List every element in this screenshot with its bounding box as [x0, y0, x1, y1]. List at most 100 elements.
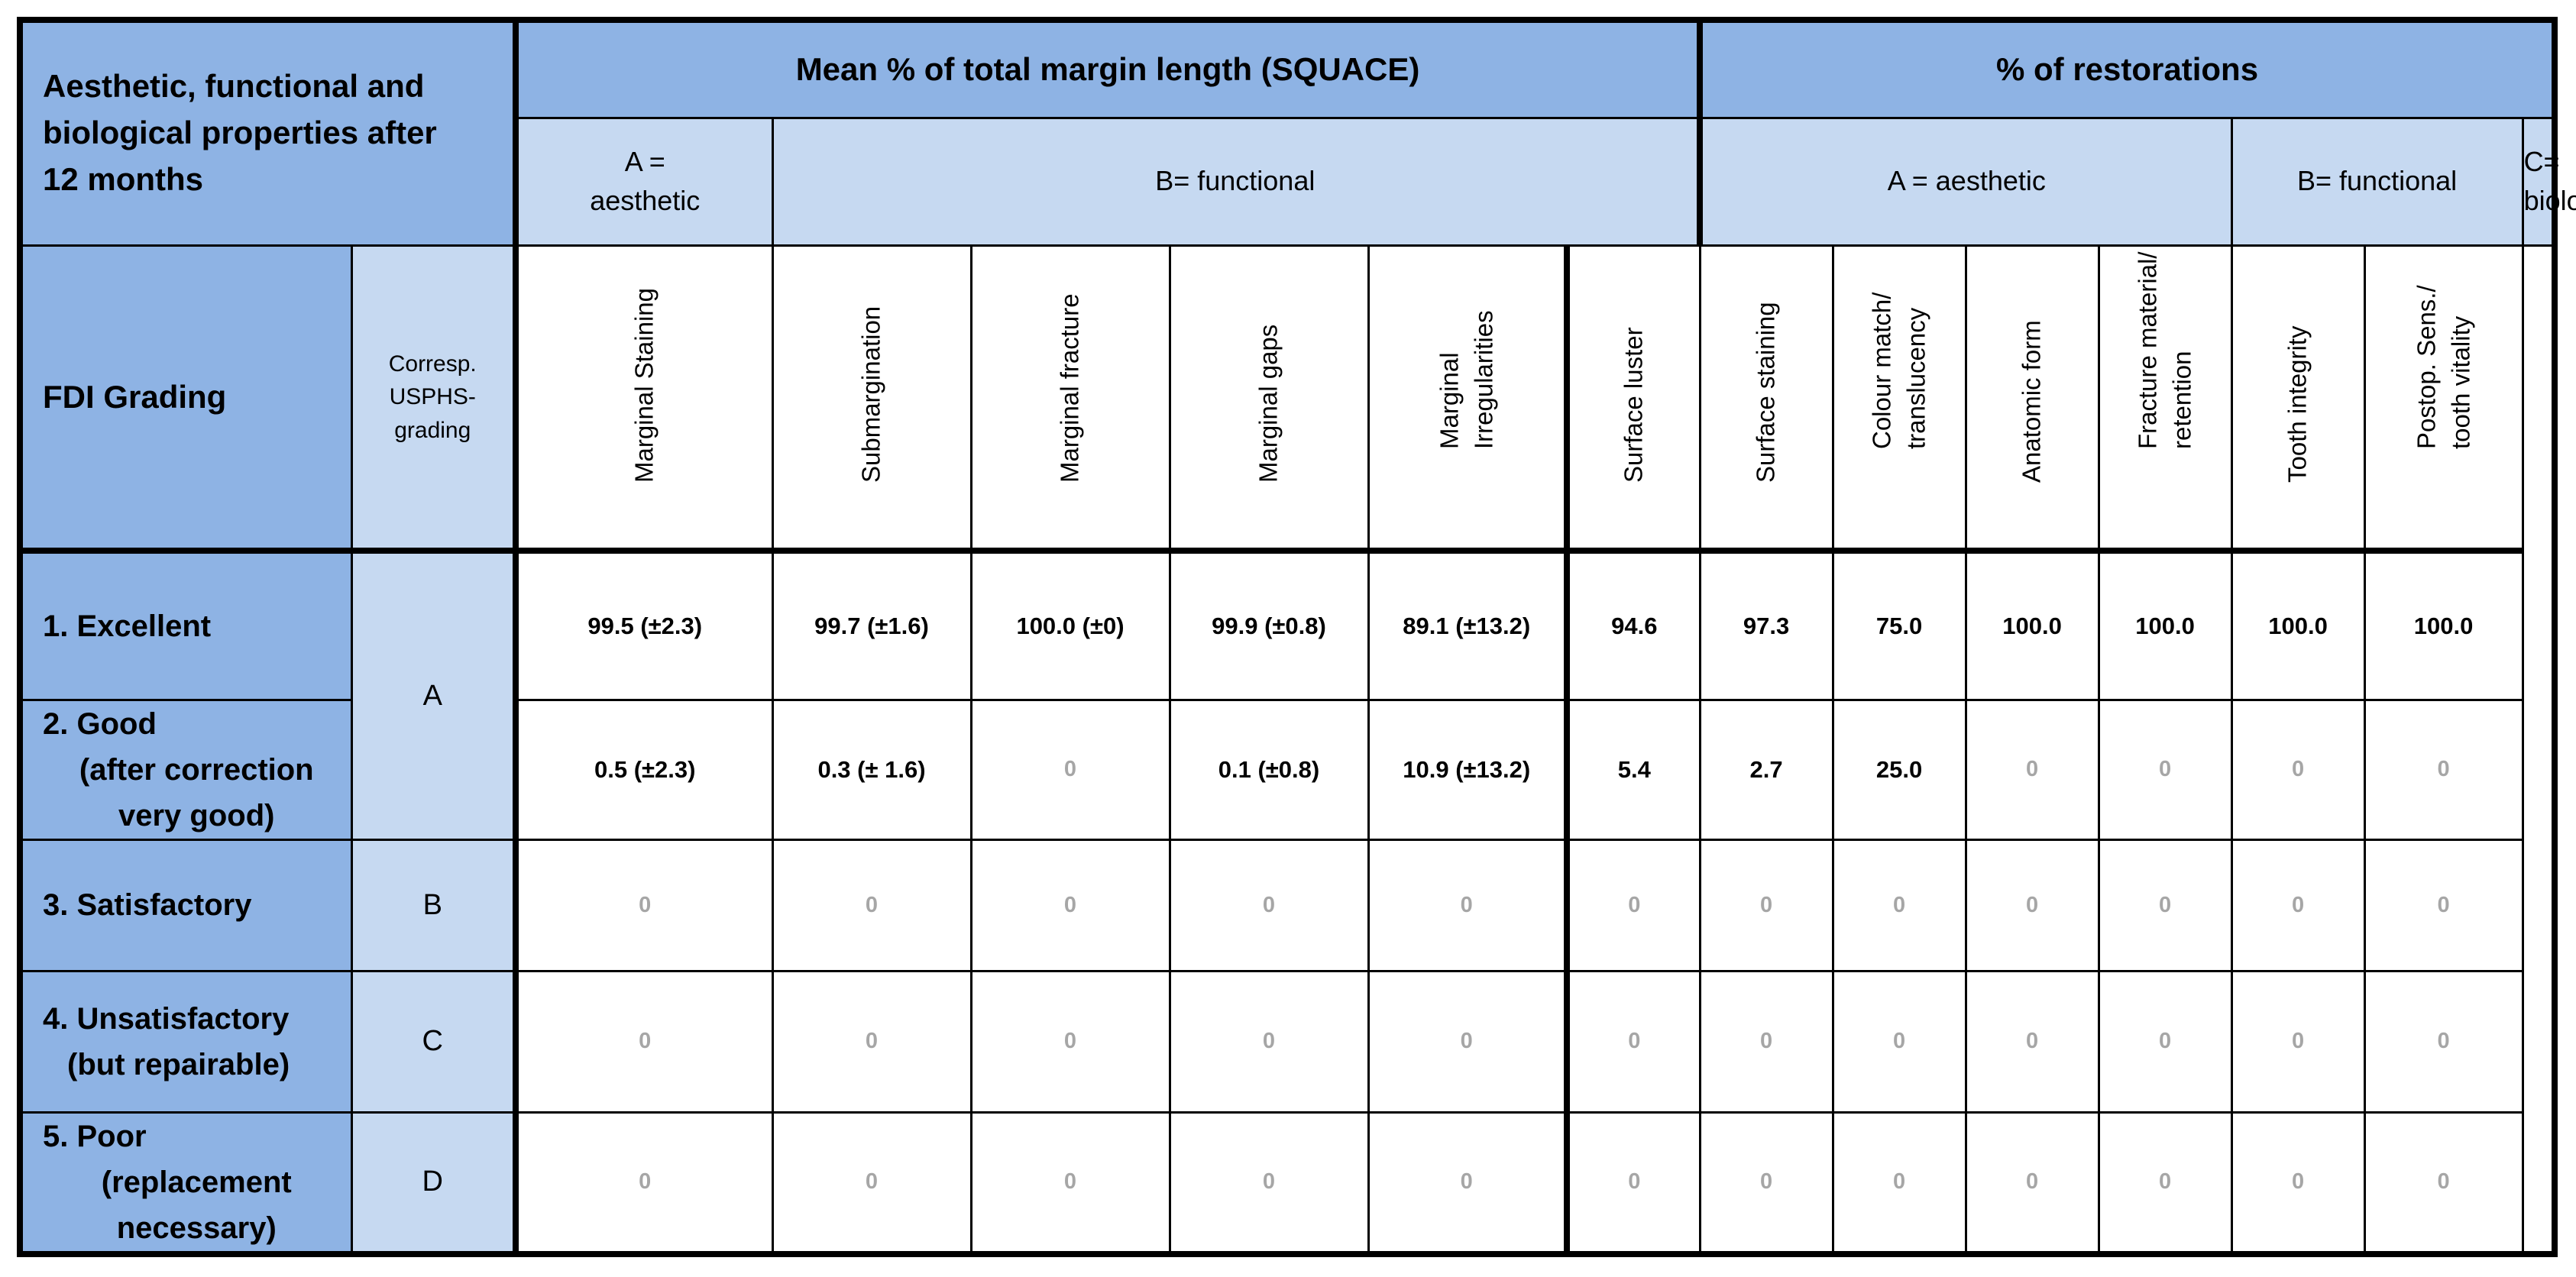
column-header-text: Marginal fracture [1055, 293, 1084, 483]
table-cell: 0 [969, 1111, 1171, 1255]
column-header-text: translucency [1901, 307, 1930, 449]
table-title-cell: Aesthetic, functional and biological pro… [18, 18, 517, 247]
usphs-header-line-2: USPHS- [389, 384, 476, 409]
table-cell: 100.0 [2363, 548, 2524, 701]
table-cell: 2.7 [1698, 698, 1834, 841]
column-header-text: Surface staining [1751, 302, 1780, 483]
table-cell: 0 [1964, 838, 2100, 972]
grade-label-line: very good) [118, 798, 275, 832]
usphs-header-line-1: Corresp. [388, 351, 477, 377]
grade-label-line: 5. Poor [43, 1119, 147, 1153]
column-header-marginal-irregularities: Marginal Irregularities [1367, 244, 1568, 552]
column-header-text: Surface luster [1620, 327, 1649, 483]
table-cell: 0 [2363, 969, 2524, 1114]
grade-label-line: necessary) [116, 1211, 277, 1245]
grade-poor-label: 5. Poor (replacement necessary) [18, 1111, 353, 1255]
column-header-marginal-fracture: Marginal fracture [969, 244, 1171, 552]
table-cell: 0 [1698, 838, 1834, 972]
column-header-text: Marginal Staining [629, 288, 659, 483]
table-cell: 99.9 (±0.8) [1168, 548, 1370, 701]
subheader-a-aesthetic-restorations: A = aesthetic [1697, 116, 2233, 247]
column-header-marginal-gaps: Marginal gaps [1168, 244, 1370, 552]
table-cell: 0 [1367, 969, 1568, 1114]
subheader-c-biological: C= biological [2521, 116, 2576, 247]
table-cell: 0 [1168, 969, 1370, 1114]
column-header-colour-match: Colour match/translucency [1831, 244, 1967, 552]
table-cell: 0 [2363, 838, 2524, 972]
table-cell: 0 [1831, 838, 1967, 972]
table-cell: 100.0 [1964, 548, 2100, 701]
table-cell: 0 [771, 838, 972, 972]
grade-excellent-label: 1. Excellent [18, 548, 353, 701]
grade-label-line: 4. Unsatisfactory [43, 1001, 290, 1036]
table-cell: 0 [2230, 969, 2366, 1114]
usphs-grade-c: C [350, 969, 517, 1114]
table-cell: 0 [969, 969, 1171, 1114]
table-cell: 0 [771, 1111, 972, 1255]
column-header-text: Tooth integrity [2283, 326, 2312, 483]
column-header-text: tooth vitality [2445, 315, 2474, 449]
column-header-fracture-material: Fracture material/retention [2097, 244, 2233, 552]
group-header-restorations: % of restorations [1697, 18, 2556, 119]
table-cell: 25.0 [1831, 698, 1967, 841]
column-header-tooth-integrity: Tooth integrity [2230, 244, 2366, 552]
subheader-a-aesthetic-squace: A = aesthetic [513, 116, 774, 247]
table-cell: 0 [2097, 838, 2233, 972]
column-header-surface-staining: Surface staining [1698, 244, 1834, 552]
table-cell: 0 [1698, 1111, 1834, 1255]
column-header-text: Submargination [856, 306, 885, 483]
table-cell: 0.5 (±2.3) [513, 698, 774, 841]
table-cell: 0 [1168, 838, 1370, 972]
grade-label-line: (replacement [101, 1165, 292, 1199]
table-cell: 0 [1964, 1111, 2100, 1255]
table-cell: 0 [1831, 969, 1967, 1114]
table-cell: 0 [1563, 838, 1701, 972]
grade-label-line: (but repairable) [67, 1047, 290, 1081]
table-cell: 0 [1367, 838, 1568, 972]
usphs-grade-a: A [350, 548, 517, 841]
grade-label-line: 2. Good [43, 706, 157, 741]
table-cell: 0 [2097, 698, 2233, 841]
grade-satisfactory-label: 3. Satisfactory [18, 838, 353, 972]
table-row: 3. Satisfactory B 0 0 0 0 0 0 0 0 0 0 0 … [18, 838, 2555, 972]
table-cell: 99.5 (±2.3) [513, 548, 774, 701]
table-cell: 94.6 [1563, 548, 1701, 701]
column-header-surface-luster: Surface luster [1563, 244, 1701, 552]
subheader-c-line-2: biological [2523, 184, 2576, 216]
subheader-a-line-2: aesthetic [590, 184, 701, 216]
table-cell: 0 [2230, 1111, 2366, 1255]
table-cell: 100.0 [2230, 548, 2366, 701]
table-cell: 0 [2363, 1111, 2524, 1255]
grade-label-line: 3. Satisfactory [43, 888, 252, 922]
table-cell: 100.0 [2097, 548, 2233, 701]
column-header-marginal-staining: Marginal Staining [513, 244, 774, 552]
table-cell: 0 [1168, 1111, 1370, 1255]
table-title-line-3: 12 months [43, 161, 204, 198]
table-cell: 0.1 (±0.8) [1168, 698, 1370, 841]
table-cell: 0 [1563, 969, 1701, 1114]
column-header-submargination: Submargination [771, 244, 972, 552]
column-header-text: Fracture material/ [2133, 251, 2162, 449]
fdi-grading-header: FDI Grading [18, 244, 353, 552]
table-cell: 0 [1367, 1111, 1568, 1255]
table-cell: 100.0 (±0) [969, 548, 1171, 701]
usphs-grading-header: Corresp. USPHS- grading [350, 244, 517, 552]
subheader-b-functional-restorations: B= functional [2230, 116, 2524, 247]
table-cell: 0 [2230, 698, 2366, 841]
usphs-grade-b: B [350, 838, 517, 972]
usphs-header-line-3: grading [394, 417, 471, 443]
column-header-text: Marginal [1435, 352, 1464, 449]
subheader-b-functional-squace: B= functional [771, 116, 1701, 247]
table-cell: 0 [969, 698, 1171, 841]
table-title-line-1: Aesthetic, functional and [43, 68, 425, 105]
subheader-a-line-1: A = [624, 146, 665, 178]
table-cell: 10.9 (±13.2) [1367, 698, 1568, 841]
column-header-text: retention [2167, 351, 2196, 449]
column-header-postop-sensitivity: Postop. Sens./tooth vitality [2363, 244, 2524, 552]
grade-label-line: 1. Excellent [43, 609, 212, 643]
usphs-grade-d: D [350, 1111, 517, 1255]
table-cell: 0 [771, 969, 972, 1114]
table-cell: 0 [1563, 1111, 1701, 1255]
column-header-text: Postop. Sens./ [2412, 285, 2441, 449]
table-cell: 97.3 [1698, 548, 1834, 701]
